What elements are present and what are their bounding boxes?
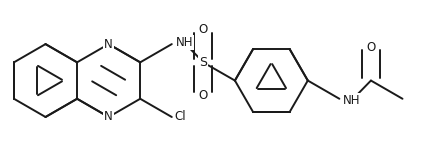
Text: S: S bbox=[199, 56, 207, 69]
Text: N: N bbox=[104, 110, 113, 124]
Text: Cl: Cl bbox=[174, 110, 186, 124]
Text: NH: NH bbox=[343, 93, 360, 107]
Text: O: O bbox=[199, 89, 208, 102]
Text: NH: NH bbox=[176, 36, 193, 49]
Text: O: O bbox=[366, 41, 376, 54]
Text: O: O bbox=[199, 23, 208, 36]
Text: N: N bbox=[104, 38, 113, 51]
